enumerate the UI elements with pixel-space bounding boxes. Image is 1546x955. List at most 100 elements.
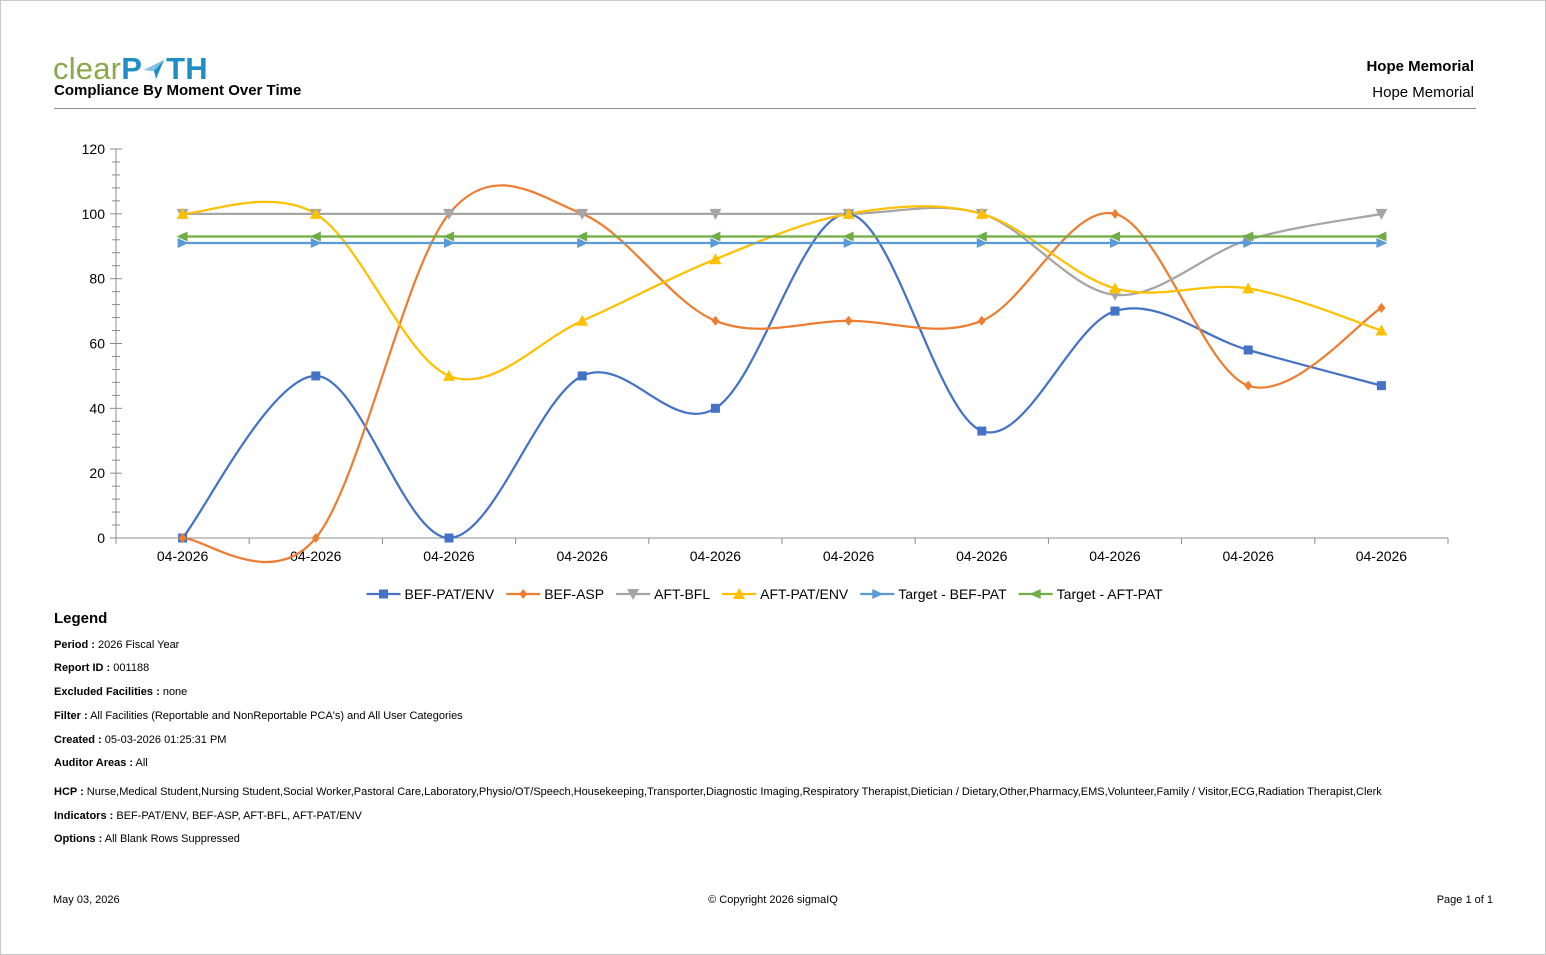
meta-row: Excluded Facilities : none: [54, 686, 187, 698]
meta-label: Options :: [54, 833, 103, 845]
data-point: [1242, 282, 1255, 294]
data-point: [1109, 231, 1120, 242]
y-tick-label: 0: [97, 530, 105, 546]
meta-label: Period :: [54, 639, 95, 651]
data-point: [443, 231, 454, 242]
data-point: [176, 207, 189, 219]
data-point: [1111, 208, 1119, 219]
data-point: [977, 426, 987, 436]
meta-value: 001188: [110, 662, 150, 674]
meta-label: Indicators :: [54, 810, 114, 822]
logo-text-clear: clear: [53, 51, 122, 86]
series-line: [182, 200, 1382, 381]
header-divider: [54, 108, 1476, 109]
data-point: [709, 231, 721, 242]
logo-text-p: P: [121, 51, 143, 86]
data-point: [844, 315, 853, 326]
data-point: [1109, 282, 1121, 294]
series-line: [182, 206, 1382, 297]
y-tick-label: 120: [82, 141, 106, 157]
x-tick-label: 04-2026: [290, 548, 342, 564]
report-title: Compliance By Moment Over Time: [54, 82, 302, 99]
x-tick-label: 04-2026: [1089, 548, 1141, 564]
footer-page-number: Page 1 of 1: [1436, 894, 1493, 906]
data-point: [975, 207, 988, 219]
compliance-line-chart: 0 20 40 60 80 100 120 04-2026 04-2026 04-2026 04-2…: [82, 141, 1449, 602]
data-point: [176, 231, 188, 242]
footer-copyright: © Copyright 2026 sigmaIQ: [708, 894, 838, 906]
legend-label: AFT-PAT/ENV: [760, 586, 849, 602]
data-point: [1243, 345, 1253, 355]
data-point: [178, 533, 187, 543]
legend-swatch-marker: [872, 589, 884, 599]
y-tick-label: 80: [89, 271, 105, 287]
data-point: [1376, 381, 1386, 391]
data-point: [444, 238, 455, 249]
data-point: [1242, 231, 1254, 242]
legend-label: BEF-PAT/ENV: [404, 586, 494, 602]
data-point: [577, 371, 587, 381]
data-point: [577, 238, 589, 249]
data-point: [576, 314, 589, 326]
data-point: [1375, 208, 1388, 220]
x-tick-label: 04-2026: [956, 548, 1008, 564]
logo-text-th: TH: [166, 51, 208, 86]
data-point: [311, 533, 320, 543]
x-tick-label: 04-2026: [1356, 548, 1408, 564]
legend-swatch-marker: [1029, 589, 1041, 599]
x-tick-label: 04-2026: [823, 548, 875, 564]
y-tick-label: 20: [89, 465, 105, 481]
legend-swatch-marker: [519, 589, 528, 599]
series-line: [182, 184, 1382, 564]
x-tick-label: 04-2026: [557, 548, 609, 564]
meta-label: HCP :: [54, 786, 84, 798]
data-point: [1244, 380, 1253, 391]
meta-value: All: [133, 757, 148, 769]
data-point: [976, 238, 988, 249]
data-point: [711, 315, 720, 326]
meta-row: Auditor Areas : All: [54, 757, 148, 769]
data-point: [1375, 231, 1387, 242]
data-point: [1243, 238, 1255, 249]
data-point: [709, 208, 722, 220]
facility-name: Hope Memorial: [1372, 84, 1474, 101]
data-point: [975, 231, 987, 242]
clearpath-logo: clearP TH: [53, 52, 208, 86]
data-point: [177, 238, 189, 249]
data-point: [1110, 306, 1120, 316]
data-point: [1375, 324, 1388, 336]
data-point: [1377, 302, 1386, 313]
legend-label: Target - AFT-PAT: [1057, 586, 1164, 602]
meta-value: BEF-PAT/ENV, BEF-ASP, AFT-BFL, AFT-PAT/E…: [113, 810, 362, 822]
meta-label: Auditor Areas :: [54, 757, 134, 769]
meta-row: Report ID : 001188: [54, 662, 149, 674]
data-point: [576, 231, 588, 242]
meta-row: Options : All Blank Rows Suppressed: [54, 833, 240, 845]
series-line: [181, 212, 1382, 540]
data-point: [1110, 238, 1121, 249]
meta-value: 2026 Fiscal Year: [94, 639, 180, 651]
legend-swatch-marker: [378, 589, 388, 599]
data-point: [977, 315, 986, 326]
data-point: [309, 207, 322, 219]
x-tick-label: 04-2026: [690, 548, 742, 564]
legend-label: AFT-BFL: [654, 586, 710, 602]
footer-date: May 03, 2026: [53, 894, 120, 906]
data-point: [576, 208, 589, 220]
data-point: [309, 231, 321, 242]
x-tick-label: 04-2026: [157, 548, 209, 564]
meta-value: 05-03-2026 01:25:31 PM: [101, 734, 227, 746]
legend-title: Legend: [54, 610, 108, 627]
data-point: [842, 207, 855, 219]
meta-value: Nurse,Medical Student,Nursing Student,So…: [83, 786, 1382, 798]
meta-label: Report ID :: [54, 662, 111, 674]
legend-label: Target - BEF-PAT: [898, 586, 1007, 602]
facility-name-bold: Hope Memorial: [1366, 58, 1474, 75]
data-point: [1376, 238, 1388, 249]
data-point: [311, 371, 321, 381]
data-point: [709, 253, 722, 265]
data-point: [443, 369, 455, 381]
meta-label: Excluded Facilities :: [54, 686, 160, 698]
data-point: [710, 403, 720, 413]
y-tick-label: 100: [82, 206, 106, 222]
